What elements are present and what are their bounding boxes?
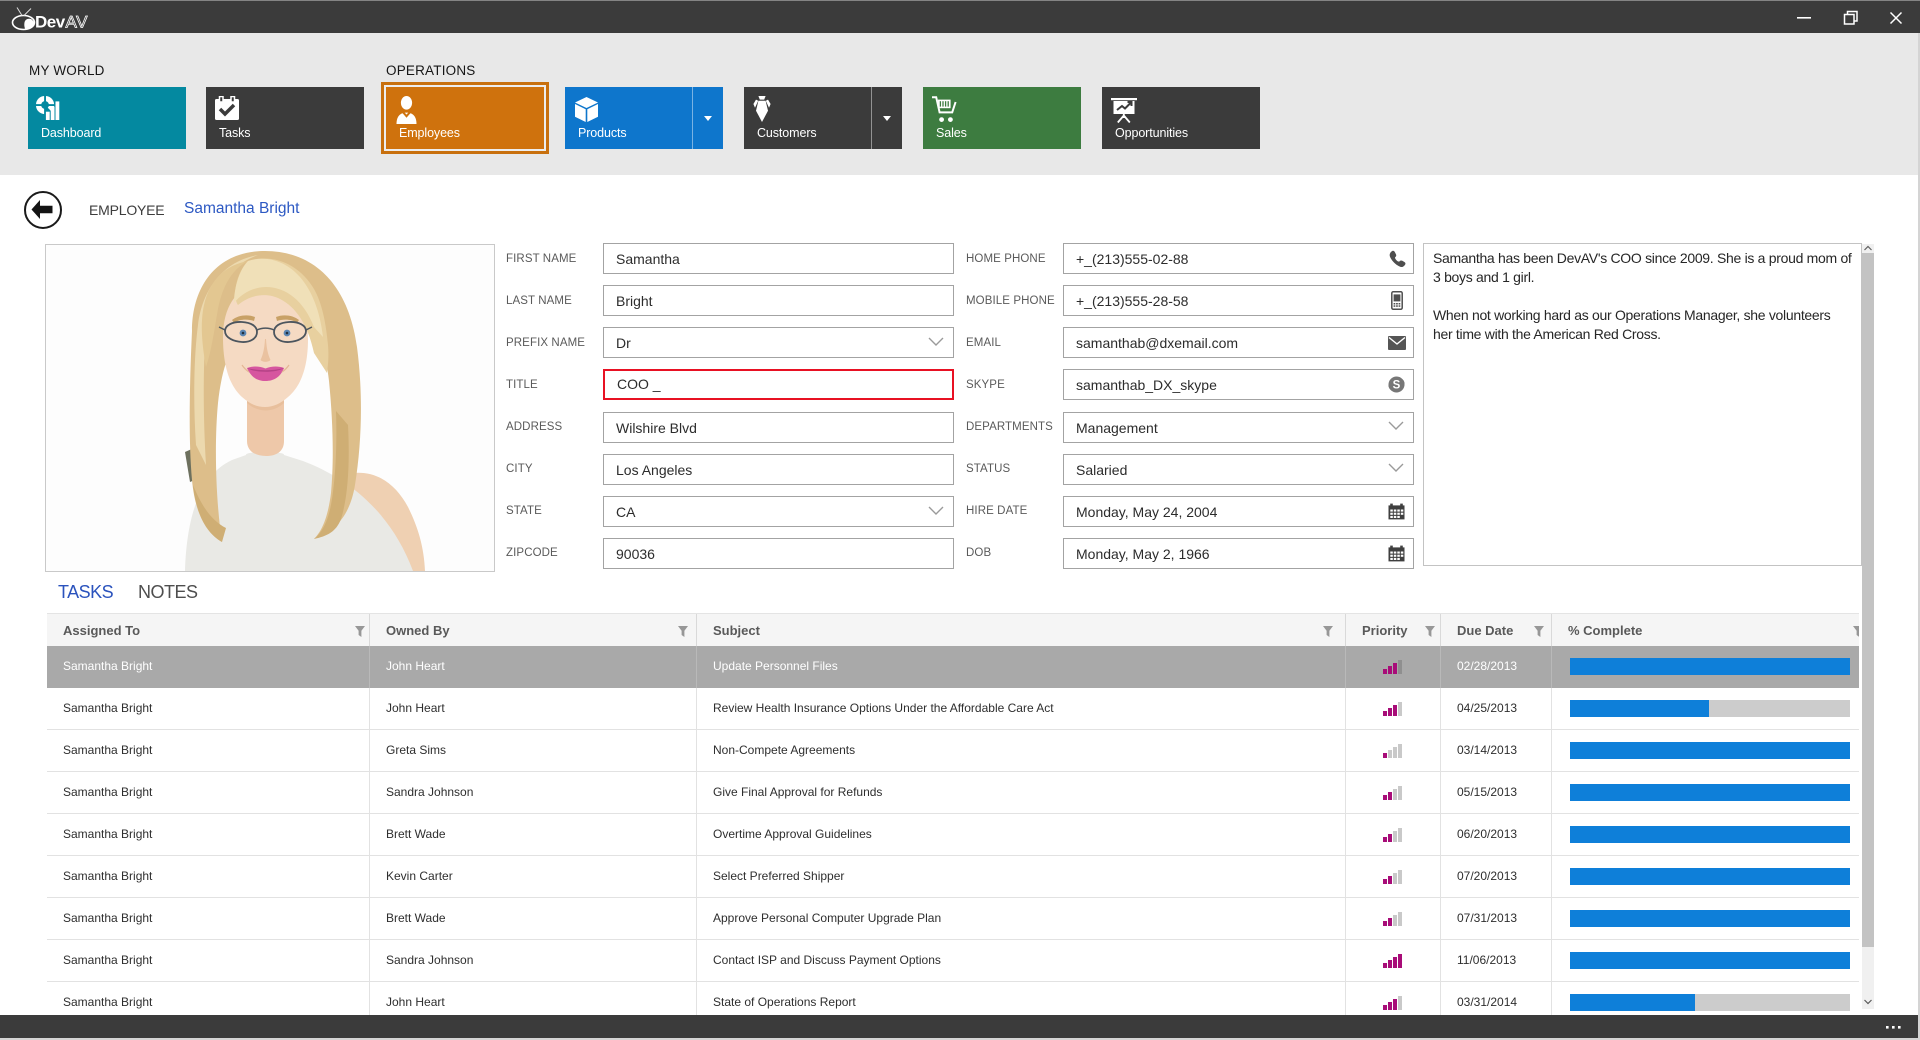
svg-text:AV: AV [66,13,89,32]
svg-text:S: S [1393,380,1401,392]
svg-text:Dev: Dev [35,13,66,32]
